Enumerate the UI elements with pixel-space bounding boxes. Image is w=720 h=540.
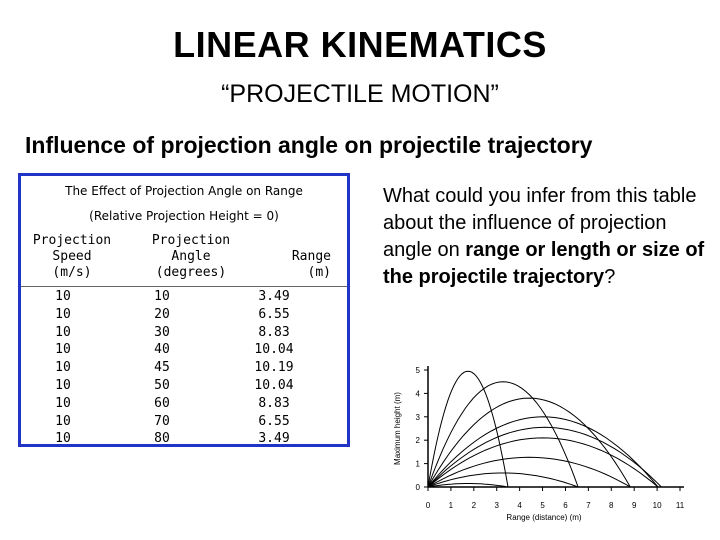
- trajectory-50-deg: [427, 416, 659, 488]
- speed-column-header: Projection Speed (m/s): [27, 233, 117, 281]
- table-cell-speed: 10: [55, 324, 71, 340]
- table-caption-subtitle: (Relative Projection Height = 0): [89, 209, 279, 223]
- speed-column: 10 10 10 10 10 10 10 10 10: [43, 288, 83, 448]
- trajectory-60-deg: [427, 397, 631, 488]
- speed-header-line: (m/s): [52, 265, 92, 280]
- range-column-header: Range (m): [251, 249, 331, 281]
- table-cell-angle: 70: [154, 413, 170, 429]
- x-tick-label: 2: [472, 501, 477, 510]
- table-cell-angle: 40: [154, 342, 170, 358]
- table-cell-angle: 10: [154, 289, 170, 304]
- x-tick-label: 5: [540, 501, 545, 510]
- y-tick-label: 4: [416, 389, 421, 398]
- speed-header-line: Speed: [52, 249, 92, 264]
- table-cell-range: 8.83: [258, 324, 290, 340]
- trajectory-80-deg: [427, 370, 509, 488]
- slide-subtitle: “PROJECTILE MOTION”: [221, 80, 499, 108]
- x-tick-label: 3: [495, 501, 500, 510]
- table-cell-range: 10.04: [254, 377, 294, 393]
- trajectory-70-deg: [427, 381, 579, 488]
- table-cell-speed: 10: [55, 342, 71, 358]
- table-cell-angle: 30: [154, 324, 170, 340]
- slide-heading: Influence of projection angle on project…: [25, 132, 593, 158]
- table-cell-range: 10.04: [254, 342, 294, 358]
- y-tick-label: 0: [416, 483, 421, 492]
- table-cell-angle: 60: [154, 395, 170, 411]
- table-cell-angle: 20: [154, 306, 170, 322]
- y-axis-title: Maximum height (m): [393, 392, 402, 465]
- question-emphasis: range or length or size of the projectil…: [383, 239, 705, 288]
- question-part: What could you infer from this table abo…: [383, 185, 697, 261]
- trajectory-40-deg: [427, 437, 659, 488]
- trajectory-30-deg: [427, 456, 631, 488]
- table-cell-speed: 10: [55, 431, 71, 447]
- table-cell-speed: 10: [55, 306, 71, 322]
- table-cell-range: 6.55: [258, 306, 290, 322]
- header-divider: [21, 286, 347, 287]
- table-cell-angle: 50: [154, 377, 170, 393]
- table-cell-speed: 10: [55, 377, 71, 393]
- trajectory-45-deg: [427, 426, 662, 488]
- range-column: 3.49 6.55 8.83 10.04 10.19 10.04 8.83 6.55 3.49: [239, 288, 309, 448]
- x-tick-label: 7: [586, 501, 591, 510]
- table-cell-range: 6.55: [258, 413, 290, 429]
- table-cell-range: 8.83: [258, 395, 290, 411]
- x-tick-label: 9: [632, 501, 637, 510]
- angle-header-line: Angle: [171, 249, 211, 264]
- range-header-line: Range: [291, 249, 331, 264]
- angle-header-line: Projection: [151, 233, 231, 248]
- y-tick-label: 5: [416, 366, 421, 375]
- table-cell-angle: 45: [154, 360, 170, 376]
- x-tick-label: 6: [563, 501, 568, 510]
- x-tick-label: 10: [653, 501, 662, 510]
- x-tick-label: 8: [609, 501, 614, 510]
- x-tick-label: 0: [426, 501, 431, 510]
- table-cell-speed: 10: [55, 413, 71, 429]
- x-tick-label: 11: [676, 501, 685, 510]
- table-cell-speed: 10: [55, 395, 71, 411]
- table-cell-speed: 10: [55, 289, 71, 304]
- table-caption-title: The Effect of Projection Angle on Range: [65, 184, 303, 198]
- range-header-line: (m): [307, 265, 331, 280]
- x-tick-label: 1: [449, 501, 454, 510]
- table-cell-speed: 10: [55, 360, 71, 376]
- table-cell-angle: 80: [154, 431, 170, 447]
- x-tick-label: 4: [517, 501, 522, 510]
- trajectory-chart: 0 1 2 3 4 5 0 1 2 3 4 5 6 7 8 9 10 11 Range (distance) (m)…: [393, 366, 685, 522]
- question-part: ?: [604, 266, 616, 288]
- speed-header-line: Projection: [32, 233, 112, 248]
- table-cell-range: 3.49: [258, 431, 290, 447]
- table-cell-range: 10.19: [254, 360, 294, 376]
- y-tick-label: 1: [416, 460, 421, 469]
- trajectory-20-deg: [427, 472, 579, 488]
- y-tick-label: 2: [416, 436, 421, 445]
- slide-title: LINEAR KINEMATICS: [173, 24, 547, 65]
- angle-column-header: Projection Angle (degrees): [143, 233, 239, 281]
- table-cell-range: 3.49: [258, 289, 290, 304]
- angle-header-line: (degrees): [155, 265, 227, 280]
- x-axis-title: Range (distance) (m): [506, 513, 581, 522]
- question-text: What could you infer from this table abo…: [383, 183, 708, 291]
- angle-column: 10 20 30 40 45 50 60 70 80: [137, 288, 187, 448]
- trajectory-10-deg: [427, 483, 509, 488]
- range-table: The Effect of Projection Angle on Range …: [18, 173, 350, 447]
- y-tick-label: 3: [416, 413, 421, 422]
